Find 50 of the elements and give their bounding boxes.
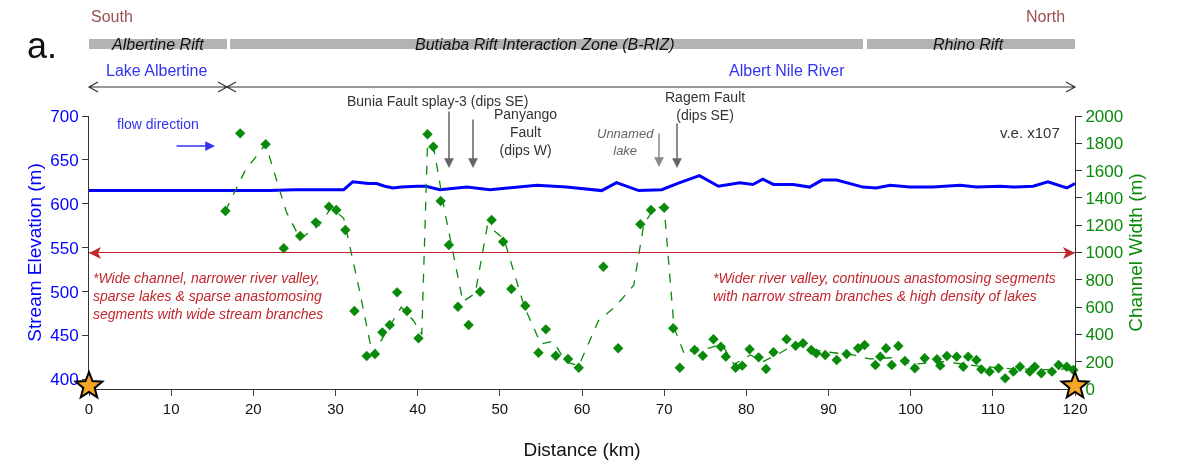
y2-tick-label: 1600 [1085,161,1124,181]
y2-tick-label: 1800 [1085,134,1124,154]
annotation: v.e. x107 [1000,124,1060,141]
y-tick-label: 700 [50,106,79,126]
y-tick-label: 550 [50,238,79,258]
y2-tick-label: 0 [1085,379,1095,399]
y2-tick-label: 600 [1085,298,1114,318]
annotation: Unnamed lake [597,126,655,158]
x-tick-label: 20 [244,400,262,417]
y-axis-title: Stream Elevation (m) [24,163,45,342]
text: South [91,8,133,25]
y2-tick-label: 400 [1085,325,1114,345]
y2-tick-label: 800 [1085,270,1114,290]
text: Butiaba Rift Interaction Zone (B-RIZ) [415,36,675,53]
x-tick-label: 10 [162,400,180,417]
x-tick-label: 0 [84,400,94,417]
text: a. [27,25,58,66]
y-tick-label: 600 [50,194,79,214]
x-tick-label: 30 [327,400,344,417]
y2-tick-label: 200 [1085,352,1114,372]
x-tick-label: 120 [1062,400,1088,417]
x-axis-title: Distance (km) [523,439,641,460]
y-tick-label: 650 [50,150,79,170]
text: Albertine Rift [111,36,205,53]
x-tick-label: 100 [898,400,924,417]
y-tick-label: 500 [50,282,79,302]
x-tick-label: 40 [409,400,427,417]
y2-tick-label: 1400 [1085,188,1124,208]
annotation: *Wider river valley, continuous anastomosing segments with narrow stream branches & high density of lakes [713,270,1056,305]
y-tick-label: 400 [50,370,79,390]
y2-tick-label: 1000 [1085,243,1124,263]
x-tick-label: 50 [491,400,509,417]
y2-tick-label: 1200 [1085,216,1124,236]
y2-axis-title: Channel Width (m) [1125,173,1147,332]
annotation: Ragem Fault (dips SE) [665,89,746,124]
x-tick-label: 110 [980,400,1005,417]
annotation: *Wide channel, narrower river valley, sparse lakes & sparse anastomosing segments with wide stream branches [93,270,324,323]
y2-tick-label: 2000 [1085,106,1124,126]
text: Albert Nile River [729,62,846,79]
y-tick-label: 450 [50,326,79,346]
text: Rhino Rift [933,36,1004,53]
annotation: flow direction [117,116,199,132]
x-tick-label: 70 [655,400,673,417]
line-series [89,174,1075,193]
x-tick-label: 60 [573,400,591,417]
text: Lake Albertine [106,62,208,79]
text: North [1026,8,1066,25]
text: Bunia Fault splay-3 (dips SE) [347,93,529,109]
x-tick-label: 90 [820,400,837,417]
x-tick-label: 80 [737,400,755,417]
